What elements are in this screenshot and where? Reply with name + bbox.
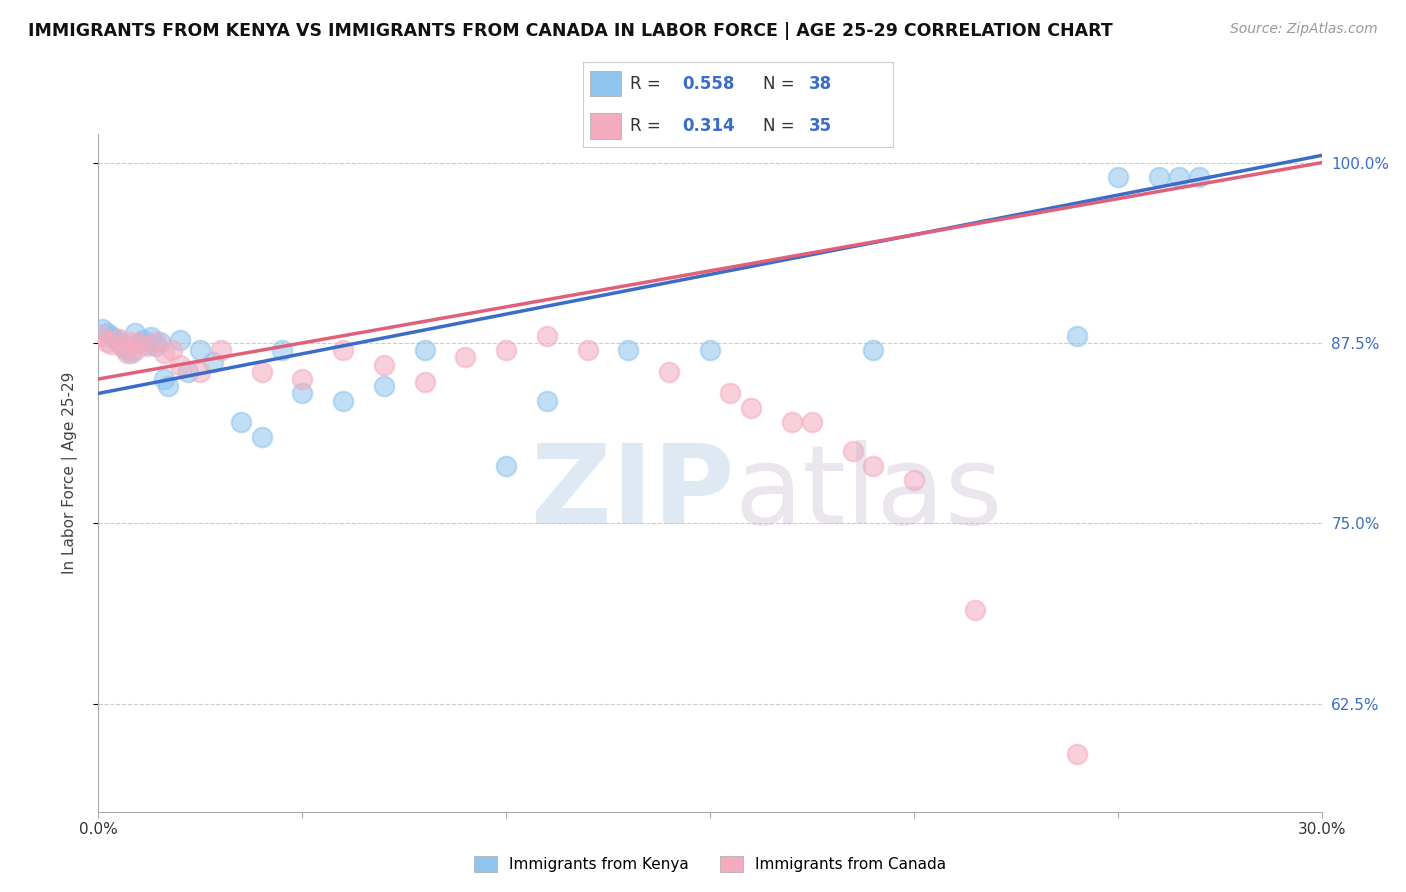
Text: 35: 35 [810,117,832,135]
Point [413,375,436,389]
Point [136,337,159,351]
Point [100,328,122,343]
Point [145,334,167,349]
Point [291,372,314,386]
Bar [589,71,620,96]
Point [536,393,558,408]
Point [801,415,824,429]
Point [152,346,174,360]
Point [291,386,314,401]
Point [332,343,354,358]
Point [141,330,163,344]
Point [536,328,558,343]
Point [108,332,131,346]
Point [576,343,599,358]
Point [495,343,517,358]
Point [413,343,436,358]
Point [780,415,803,429]
Point [720,386,742,401]
Point [124,343,146,358]
Point [169,358,191,372]
Bar [589,113,620,139]
Text: 0.314: 0.314 [682,117,735,135]
Point [124,326,146,340]
Point [1066,328,1088,343]
Text: R =: R = [630,75,666,93]
Point [100,337,122,351]
Point [128,335,150,350]
Y-axis label: In Labor Force | Age 25-29: In Labor Force | Age 25-29 [62,372,77,574]
Point [160,343,183,358]
Point [250,430,273,444]
Point [156,379,179,393]
Text: N =: N = [763,75,800,93]
Point [965,603,987,617]
Point [120,346,142,360]
Point [862,458,884,473]
Point [136,339,159,353]
Point [373,379,395,393]
Point [495,458,517,473]
Point [96,326,118,340]
Point [1188,170,1211,185]
Point [188,343,212,358]
Point [209,343,232,358]
Point [270,343,294,358]
Point [111,340,134,354]
Point [231,415,253,429]
Point [115,346,138,360]
Point [1066,747,1088,761]
Point [177,365,200,379]
Point [903,473,925,487]
Point [149,334,172,349]
Point [96,334,118,349]
Text: 38: 38 [810,75,832,93]
Point [115,343,138,358]
Text: IMMIGRANTS FROM KENYA VS IMMIGRANTS FROM CANADA IN LABOR FORCE | AGE 25-29 CORRE: IMMIGRANTS FROM KENYA VS IMMIGRANTS FROM… [28,22,1114,40]
Point [91,328,114,343]
Point [188,365,212,379]
Point [120,334,142,349]
Text: 0.558: 0.558 [682,75,735,93]
Point [91,321,114,335]
Point [169,333,191,347]
Text: R =: R = [630,117,666,135]
Point [841,444,863,458]
Point [740,401,762,415]
Point [332,393,354,408]
Legend: Immigrants from Kenya, Immigrants from Canada: Immigrants from Kenya, Immigrants from C… [474,856,946,871]
Point [201,354,224,368]
Point [104,332,127,346]
Point [454,351,477,365]
Text: N =: N = [763,117,800,135]
Text: ZIP: ZIP [531,440,734,547]
Point [111,340,134,354]
Point [1147,170,1170,185]
Point [862,343,884,358]
Text: atlas: atlas [734,440,1002,547]
Point [699,343,721,358]
Point [1107,170,1129,185]
Point [373,358,395,372]
Text: Source: ZipAtlas.com: Source: ZipAtlas.com [1230,22,1378,37]
Point [658,365,681,379]
Point [132,333,155,347]
Point [617,343,640,358]
Point [1167,170,1189,185]
Point [108,334,131,349]
Point [250,365,273,379]
Point [152,372,174,386]
Point [145,339,167,353]
Point [128,335,150,350]
